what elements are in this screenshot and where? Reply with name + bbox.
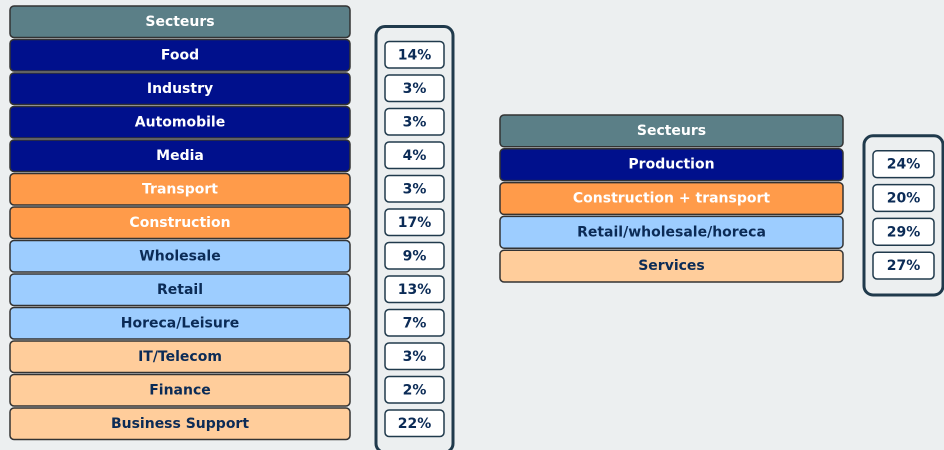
sector-label: Services <box>638 258 705 274</box>
header-label: Secteurs <box>637 123 706 139</box>
share-label: 7% <box>403 315 427 331</box>
sector-box <box>499 181 844 216</box>
sector-label: Food <box>161 47 199 63</box>
share-label: 27% <box>887 258 921 274</box>
header-box <box>9 5 351 39</box>
share-box <box>384 174 445 203</box>
sector-box <box>9 105 351 139</box>
sector-box <box>9 340 351 374</box>
sector-label: IT/Telecom <box>138 349 222 365</box>
share-box <box>872 251 935 280</box>
share-label: 17% <box>398 215 432 231</box>
share-box <box>384 141 445 170</box>
share-box <box>384 308 445 337</box>
sector-label: Construction + transport <box>573 191 770 207</box>
share-box <box>384 208 445 237</box>
sector-label: Media <box>156 148 204 164</box>
share-label: 3% <box>403 181 427 197</box>
sector-label: Production <box>628 157 714 173</box>
sector-label: Retail <box>157 282 203 298</box>
share-label: 22% <box>398 416 432 432</box>
sector-label: Retail/wholesale/horeca <box>577 224 766 240</box>
sector-label: Construction <box>129 215 230 231</box>
share-box <box>384 107 445 136</box>
sector-label: Transport <box>142 181 218 197</box>
share-box <box>384 342 445 371</box>
share-label: 9% <box>403 248 427 264</box>
share-box <box>384 241 445 270</box>
sector-box <box>9 139 351 173</box>
sector-label: Industry <box>147 81 213 97</box>
sector-label: Automobile <box>135 114 225 130</box>
share-label: 14% <box>398 47 432 63</box>
share-container <box>374 25 455 450</box>
share-label: 13% <box>398 282 432 298</box>
share-label: 3% <box>403 349 427 365</box>
sector-box <box>499 148 844 182</box>
share-box <box>384 409 445 438</box>
sector-label: Wholesale <box>139 248 220 264</box>
share-label: 3% <box>403 114 427 130</box>
header-label: Secteurs <box>145 14 214 30</box>
sector-box <box>9 172 351 206</box>
share-box <box>384 40 445 69</box>
share-box <box>872 183 935 213</box>
sector-box <box>9 373 351 407</box>
sector-box <box>499 215 844 249</box>
sector-box <box>9 38 351 72</box>
sector-box <box>9 407 351 441</box>
share-label: 3% <box>403 81 427 97</box>
share-container <box>862 134 944 297</box>
share-box <box>872 217 935 246</box>
sector-box <box>9 239 351 273</box>
share-box <box>384 275 445 304</box>
sector-label: Finance <box>149 382 211 398</box>
sector-box <box>9 306 351 340</box>
share-box <box>384 74 445 103</box>
share-box <box>872 150 935 179</box>
sector-box <box>499 249 844 283</box>
sector-label: Horeca/Leisure <box>121 315 240 331</box>
sector-label: Business Support <box>111 416 249 432</box>
share-box <box>384 375 445 404</box>
share-label: 4% <box>403 148 427 164</box>
sector-box <box>9 72 351 106</box>
share-label: 20% <box>887 191 921 207</box>
share-label: 2% <box>403 382 427 398</box>
sector-box <box>9 273 351 307</box>
share-label: 24% <box>887 157 921 173</box>
header-box <box>499 114 844 148</box>
share-label: 29% <box>887 224 921 240</box>
sector-box <box>9 206 351 240</box>
